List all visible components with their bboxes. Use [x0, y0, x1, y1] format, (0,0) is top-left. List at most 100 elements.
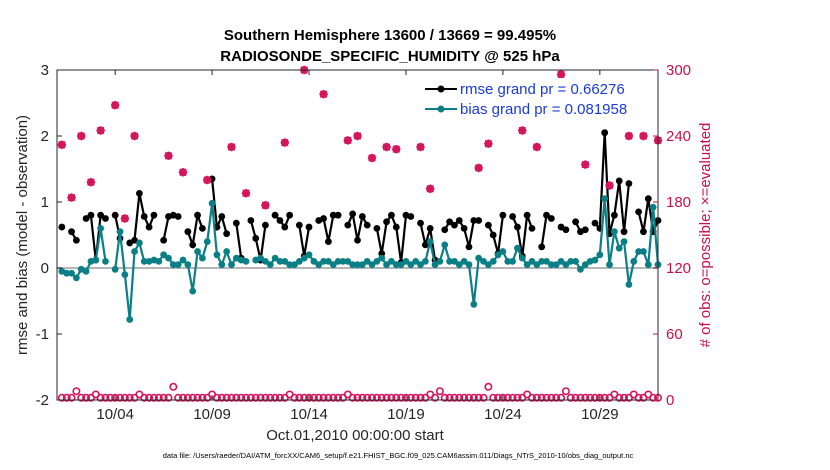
obs-evaluated-marker: [261, 201, 270, 210]
bias-point: [213, 251, 221, 259]
obs-count-group: [57, 65, 663, 402]
obs-possible-marker: [348, 393, 357, 402]
obs-possible-marker: [237, 393, 246, 402]
bias-point: [276, 258, 284, 265]
bias-point: [480, 258, 487, 265]
bias-point: [630, 258, 638, 265]
obs-evaluated-marker: [96, 126, 105, 135]
bias-point: [436, 258, 444, 265]
obs-possible-marker: [106, 393, 115, 402]
rmse-point: [295, 221, 303, 229]
rmse-point: [199, 225, 206, 232]
bias-point: [160, 251, 168, 259]
data-file-footer: data file: /Users/raeder/DAI/ATM_forcXX/…: [163, 451, 634, 460]
obs-possible-marker: [101, 393, 110, 402]
bias-point: [179, 256, 187, 264]
obs-possible-marker: [382, 393, 391, 402]
rmse-point: [538, 243, 546, 251]
obs-evaluated-marker: [367, 153, 377, 163]
rmse-point: [334, 211, 342, 219]
rmse-line: [186, 210, 204, 250]
obs-possible-marker: [96, 393, 105, 402]
y-tick-label: -2: [36, 392, 49, 409]
rmse-point: [72, 236, 80, 244]
obs-possible-marker: [387, 393, 396, 402]
obs-possible-marker: [329, 393, 338, 402]
obs-possible-marker: [145, 393, 154, 402]
obs-possible-marker: [305, 393, 314, 402]
obs-evaluated-marker: [241, 189, 251, 198]
rmse-point: [349, 210, 357, 218]
rmse-line: [274, 214, 291, 230]
obs-possible-marker: [324, 393, 333, 402]
obs-possible-marker: [508, 393, 517, 402]
rmse-point: [572, 218, 580, 226]
bias-point: [397, 261, 405, 269]
rmse-point: [451, 221, 458, 229]
bias-point: [577, 265, 584, 273]
obs-possible-marker: [222, 393, 231, 402]
bias-point: [601, 195, 609, 203]
bias-point: [68, 269, 75, 277]
obs-possible-marker: [188, 393, 197, 402]
obs-evaluated-marker: [416, 142, 425, 152]
bias-point: [368, 261, 376, 269]
obs-evaluated-marker: [110, 101, 120, 110]
obs-evaluated-marker: [57, 140, 67, 149]
rmse-point: [87, 211, 95, 219]
rmse-point: [232, 219, 240, 227]
rmse-point: [276, 217, 284, 224]
obs-possible-marker: [246, 393, 255, 402]
bias-point: [325, 258, 332, 265]
bias-point: [218, 261, 226, 269]
obs-possible-marker: [62, 393, 71, 402]
bias-point: [116, 228, 124, 236]
obs-evaluated-marker: [484, 139, 493, 148]
bias-point: [620, 238, 628, 246]
bias-point: [126, 316, 134, 323]
rmse-point: [344, 221, 352, 229]
rmse-point: [102, 215, 109, 222]
obs-evaluated-marker: [624, 131, 634, 141]
y-right-tick-label: 240: [666, 128, 691, 145]
bias-point: [305, 251, 313, 259]
bias-point: [557, 258, 565, 265]
x-tick-label: 10/19: [387, 406, 425, 423]
obs-possible-marker: [561, 387, 570, 396]
obs-possible-marker: [179, 393, 188, 402]
obs-possible-marker: [363, 393, 372, 402]
rmse-point: [392, 223, 400, 231]
rmse-point: [140, 213, 148, 220]
rmse-point: [373, 225, 381, 232]
rmse-point: [354, 236, 361, 244]
bias-point: [344, 258, 352, 265]
rmse-point: [543, 211, 550, 219]
obs-possible-marker: [431, 393, 440, 402]
rmse-point: [184, 228, 192, 236]
bias-point: [165, 254, 172, 262]
bias-point: [281, 258, 289, 265]
rmse-point: [150, 211, 158, 219]
rmse-point: [523, 211, 531, 219]
rmse-point: [460, 225, 468, 232]
obs-possible-marker: [372, 393, 381, 402]
obs-possible-marker: [527, 393, 536, 402]
obs-possible-marker: [57, 393, 66, 402]
y-axis-label: rmse and bias (model - observation): [14, 115, 31, 355]
obs-possible-marker: [212, 393, 221, 402]
rmse-point: [218, 213, 226, 220]
y-axis-label-right: # of obs: o=possible; ×=evaluated: [697, 123, 714, 348]
obs-evaluated-marker: [605, 181, 614, 190]
obs-possible-marker: [77, 393, 86, 402]
bias-point: [358, 261, 366, 269]
legend-rmse-label: rmse grand pr = 0.66276: [460, 81, 625, 98]
bias-point: [295, 258, 303, 265]
bias-point: [451, 258, 458, 265]
bias-point: [562, 261, 570, 269]
obs-possible-marker: [159, 393, 168, 402]
obs-possible-marker: [358, 393, 367, 402]
obs-possible-marker: [140, 393, 149, 402]
bias-point: [610, 228, 618, 236]
obs-possible-marker: [227, 393, 236, 402]
bias-point: [242, 258, 250, 265]
